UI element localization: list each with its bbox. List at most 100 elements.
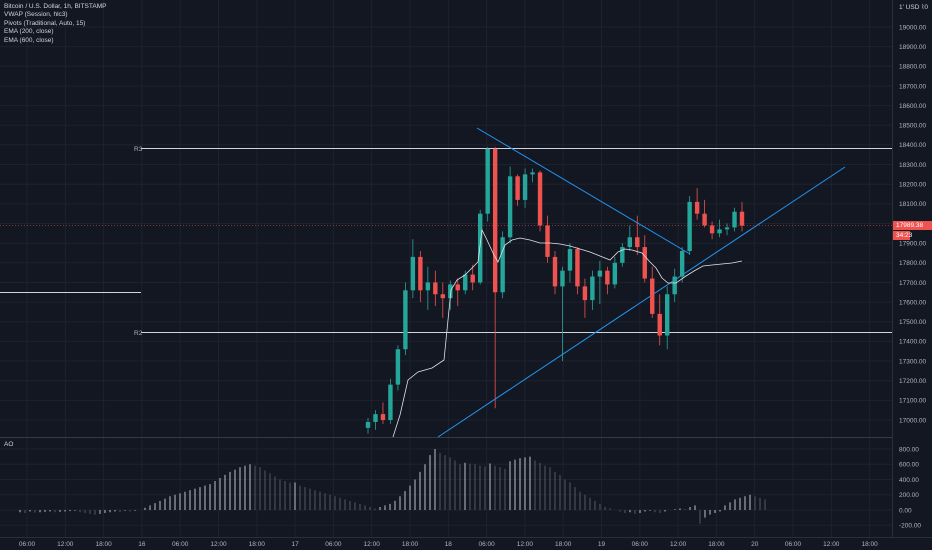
ao-indicator-label[interactable]: AO: [4, 441, 14, 448]
time-tick-label[interactable]: 06:00: [478, 541, 495, 548]
candle-body[interactable]: [605, 270, 610, 285]
time-tick-label[interactable]: 19: [598, 541, 606, 548]
ao-tick-label[interactable]: 400.00: [899, 477, 919, 484]
candle-body[interactable]: [440, 294, 445, 299]
candle-body[interactable]: [500, 237, 505, 293]
candle-body[interactable]: [560, 270, 565, 287]
time-tick-label[interactable]: 06:00: [325, 541, 342, 548]
price-tick-label[interactable]: 18700.00: [899, 83, 926, 90]
candle-body[interactable]: [380, 414, 386, 420]
price-tick-label[interactable]: 18600.00: [899, 103, 926, 110]
candle-body[interactable]: [612, 262, 618, 285]
candle-body[interactable]: [373, 414, 378, 422]
candle-body[interactable]: [650, 278, 655, 314]
candle-body[interactable]: [732, 211, 737, 228]
price-tick-label[interactable]: 17500.00: [899, 319, 926, 326]
time-tick-label[interactable]: 12:00: [210, 541, 227, 548]
price-tick-label[interactable]: 17300.00: [899, 358, 926, 365]
time-tick-label[interactable]: 12:00: [57, 541, 74, 548]
indicator-ema200[interactable]: EMA (200, close): [4, 28, 54, 36]
candle-body[interactable]: [694, 201, 700, 214]
time-tick-label[interactable]: 18:00: [249, 541, 266, 548]
candle-body[interactable]: [492, 148, 498, 293]
candle-body[interactable]: [567, 249, 573, 271]
candle-body[interactable]: [522, 174, 528, 200]
time-tick-label[interactable]: 06:00: [172, 541, 189, 548]
candle-body[interactable]: [597, 270, 603, 277]
indicator-vwap[interactable]: VWAP (Session, hlc3): [4, 11, 68, 19]
candle-body[interactable]: [635, 237, 640, 248]
currency-label[interactable]: 1' USD ⌇0: [899, 4, 928, 11]
time-tick-label[interactable]: 17: [291, 541, 299, 548]
time-tick-label[interactable]: 20: [751, 541, 759, 548]
ao-tick-label[interactable]: 200.00: [899, 492, 919, 499]
candle-body[interactable]: [463, 274, 468, 291]
candle-body[interactable]: [620, 247, 625, 263]
price-tick-label[interactable]: 17000.00: [899, 417, 926, 424]
price-tick-label[interactable]: 18200.00: [899, 182, 926, 189]
candle-body[interactable]: [552, 256, 558, 287]
candle-body[interactable]: [478, 213, 483, 283]
time-tick-label[interactable]: 18:00: [95, 541, 112, 548]
price-tick-label[interactable]: 17600.00: [899, 299, 926, 306]
price-tick-label[interactable]: 17200.00: [899, 378, 926, 385]
candle-body[interactable]: [507, 176, 513, 238]
candle-body[interactable]: [425, 282, 431, 291]
indicator-ema600[interactable]: EMA (600, close): [4, 36, 54, 44]
time-tick-label[interactable]: 18:00: [402, 541, 419, 548]
price-tick-label[interactable]: 17800.00: [899, 260, 926, 267]
price-tick-label[interactable]: 17700.00: [899, 280, 926, 287]
candle-body[interactable]: [545, 225, 550, 257]
time-tick-label[interactable]: 06:00: [19, 541, 36, 548]
chart-legend[interactable]: Bitcoin / U.S. Dollar, 1h, BITSTAMP VWAP…: [4, 3, 106, 45]
candle-body[interactable]: [418, 256, 423, 291]
price-tick-label[interactable]: 18400.00: [899, 142, 926, 149]
price-tick-label[interactable]: 17900.00: [899, 240, 926, 247]
candle-body[interactable]: [515, 176, 520, 200]
time-tick-label[interactable]: 12:00: [823, 541, 840, 548]
time-tick-label[interactable]: 06:00: [785, 541, 802, 548]
price-tick-label[interactable]: 17400.00: [899, 339, 926, 346]
candle-body[interactable]: [485, 148, 490, 214]
time-tick-label[interactable]: 12:00: [670, 541, 687, 548]
candle-body[interactable]: [582, 286, 588, 301]
candle-body[interactable]: [470, 274, 475, 283]
descending-trendline[interactable]: [476, 127, 691, 255]
candle-body[interactable]: [717, 229, 722, 234]
ao-tick-label[interactable]: 800.00: [899, 446, 919, 453]
candle-body[interactable]: [657, 313, 662, 336]
ao-tick-label[interactable]: 600.00: [899, 462, 919, 469]
candle-body[interactable]: [642, 247, 647, 279]
time-tick-label[interactable]: 16: [138, 541, 146, 548]
time-tick-label[interactable]: 12:00: [364, 541, 381, 548]
candle-body[interactable]: [365, 421, 371, 428]
price-tick-label[interactable]: 18500.00: [899, 123, 926, 130]
candle-body[interactable]: [679, 251, 685, 277]
candle-body[interactable]: [672, 276, 677, 295]
price-tick-label[interactable]: 18300.00: [899, 162, 926, 169]
candle-body[interactable]: [433, 282, 438, 295]
candle-body[interactable]: [665, 294, 670, 336]
candle-body[interactable]: [448, 284, 453, 299]
ao-tick-label[interactable]: 0.00: [899, 507, 912, 514]
symbol-title[interactable]: Bitcoin / U.S. Dollar, 1h, BITSTAMP: [4, 3, 107, 10]
candle-body[interactable]: [530, 172, 535, 175]
candle-body[interactable]: [627, 237, 632, 248]
candle-body[interactable]: [739, 211, 745, 226]
candle-body[interactable]: [702, 213, 707, 226]
candle-body[interactable]: [410, 256, 416, 291]
price-tick-label[interactable]: 18900.00: [899, 44, 926, 51]
candle-body[interactable]: [455, 284, 460, 291]
candle-body[interactable]: [403, 290, 408, 350]
candle-body[interactable]: [537, 172, 543, 226]
ao-tick-label[interactable]: -200.00: [899, 523, 921, 530]
time-tick-label[interactable]: 18: [445, 541, 453, 548]
candle-body[interactable]: [395, 349, 401, 385]
price-tick-label[interactable]: 19000.00: [899, 24, 926, 31]
candle-body[interactable]: [575, 249, 580, 287]
price-tick-label[interactable]: 18100.00: [899, 201, 926, 208]
candle-body[interactable]: [388, 384, 393, 420]
candle-body[interactable]: [687, 201, 692, 252]
candle-body[interactable]: [709, 225, 715, 234]
